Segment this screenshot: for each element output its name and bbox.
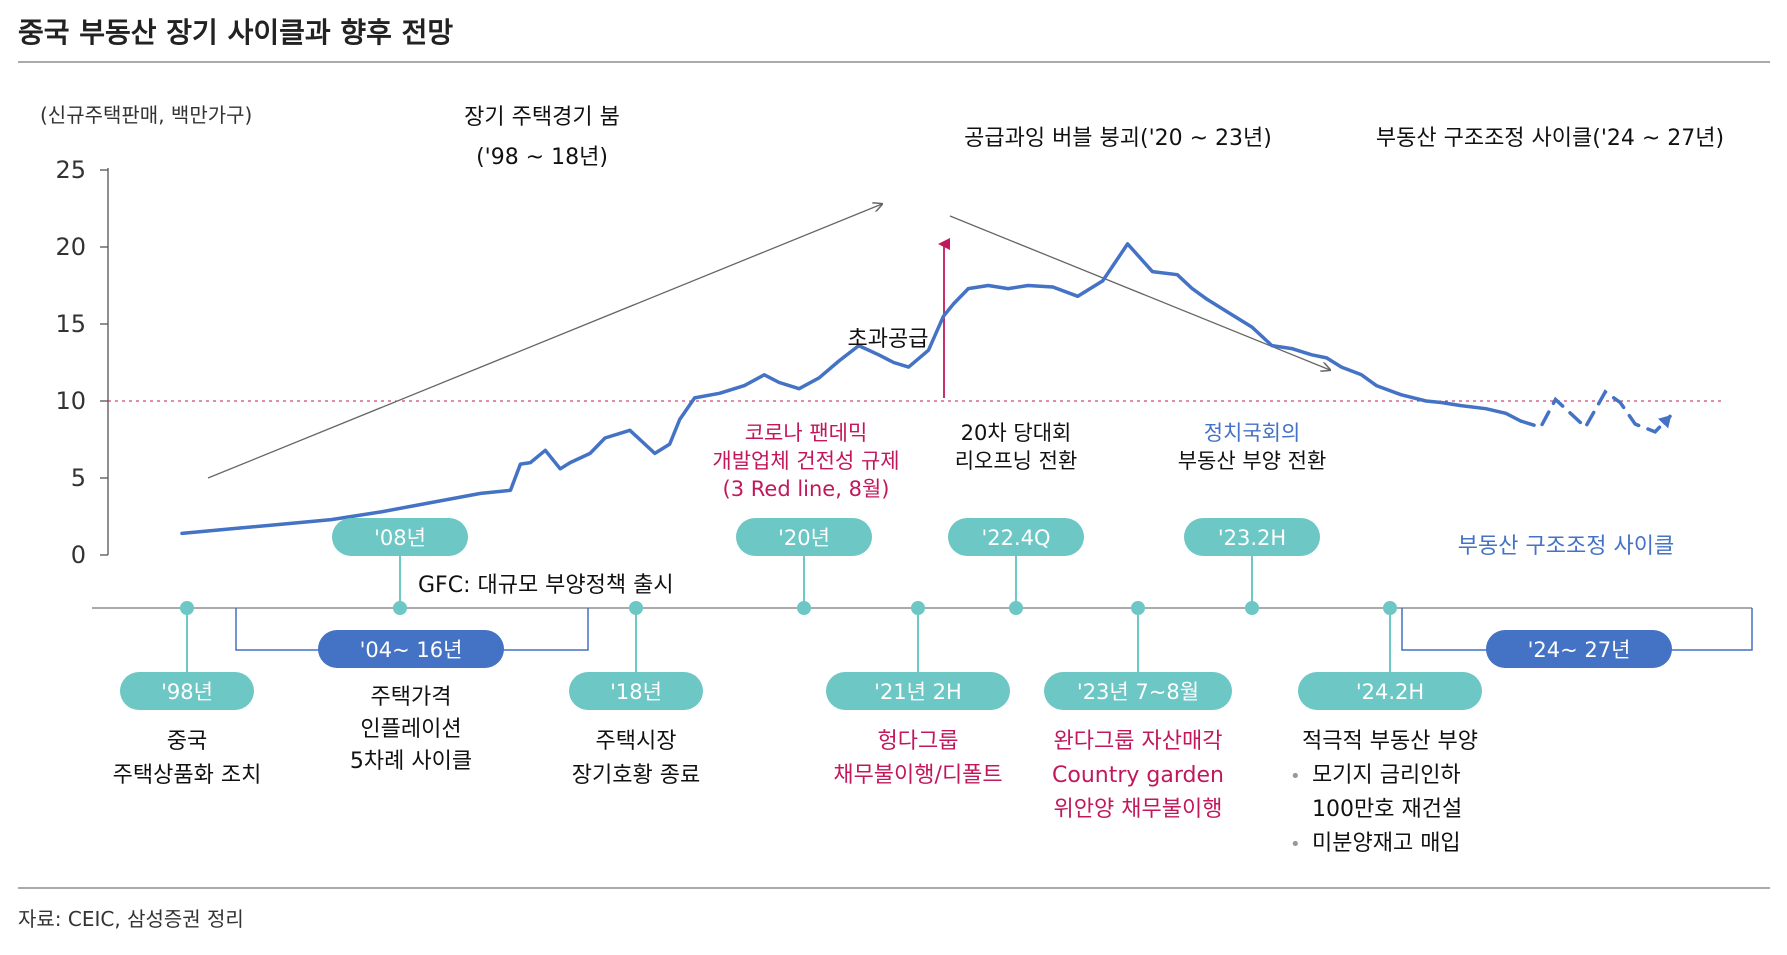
event-pill-label-2008: '08년 xyxy=(374,526,426,550)
event-pill-label-1998: '98년 xyxy=(161,680,213,704)
event-pill-2008 xyxy=(332,518,468,556)
event-desc-2024h2-line1: 적극적 부동산 부양 xyxy=(1302,729,1478,754)
y-tick-label: 0 xyxy=(71,541,86,569)
event-dot-2008 xyxy=(393,601,407,615)
y-tick-label: 5 xyxy=(71,464,86,492)
downtrend-arrow xyxy=(949,215,1330,370)
event-desc-2018-line1: 주택시장 xyxy=(596,729,677,754)
annotation-gfc: GFC: 대규모 부양정책 출시 xyxy=(418,573,674,598)
annotation-phase3: 부동산 구조조정 사이클('24 ~ 27년) xyxy=(1376,126,1724,151)
bracket-pill-label-2024-2027: '24~ 27년 xyxy=(1528,638,1631,662)
annotation-politburo-line1: 정치국회의 xyxy=(1204,421,1301,445)
bracket-pill-label-2004-2016: '04~ 16년 xyxy=(360,638,463,662)
annotation-phase2: 공급과잉 버블 붕괴('20 ~ 23년) xyxy=(964,126,1272,151)
event-pill-label-2022q4: '22.4Q xyxy=(981,526,1050,550)
annotation-politburo-line2: 부동산 부양 전환 xyxy=(1178,449,1327,473)
bracket-pill-2004-2016 xyxy=(318,630,504,668)
event-desc-2023-line2: Country garden xyxy=(1052,763,1224,788)
event-pill-1998 xyxy=(120,672,254,710)
event-desc-2021h2-line1: 헝다그룹 xyxy=(878,729,959,754)
event-dot-2020 xyxy=(797,601,811,615)
event-desc-2021h2-line2: 채무불이행/디폴트 xyxy=(833,763,1002,788)
event-desc-2023-line1: 완다그룹 자산매각 xyxy=(1054,729,1223,754)
y-ticks: 0 5 10 15 20 25 xyxy=(55,156,108,569)
series-line-new-home-sales xyxy=(180,242,1523,536)
event-dot-2023h2 xyxy=(1245,601,1259,615)
event-pill-label-2020: '20년 xyxy=(778,526,830,550)
annotation-congress-line2: 리오프닝 전환 xyxy=(955,449,1078,473)
timeline-top-events: '08년 '20년 '22.4Q '23.2H xyxy=(332,518,1320,615)
event-pill-2024h2 xyxy=(1298,672,1482,710)
event-pill-label-2021h2: '21년 2H xyxy=(874,680,962,704)
annotation-congress-line1: 20차 당대회 xyxy=(961,421,1072,445)
event-pill-label-2023-jul-aug: '23년 7~8월 xyxy=(1077,680,1199,704)
event-desc-2024h2-bullet1: 모기지 금리인하 xyxy=(1312,763,1461,788)
event-pill-label-2018: '18년 xyxy=(610,680,662,704)
event-desc-1998-line2: 주택상품화 조치 xyxy=(113,763,262,788)
event-dot-2022q4 xyxy=(1009,601,1023,615)
series-line-restructuring-forecast xyxy=(1518,389,1672,434)
event-desc-2018-line2: 장기호황 종료 xyxy=(572,763,700,788)
y-tick-label: 15 xyxy=(55,310,86,338)
event-pill-2021h2 xyxy=(826,672,1010,710)
annotation-corona-line1: 코로나 팬데믹 xyxy=(745,421,868,445)
source-note: 자료: CEIC, 삼성증권 정리 xyxy=(18,907,244,931)
timeline-bottom-events: '98년 중국 주택상품화 조치 '18년 주택시장 장기호황 종료 '21년 … xyxy=(113,601,1482,856)
event-pill-2023-jul-aug xyxy=(1044,672,1232,710)
event-pill-2022q4 xyxy=(948,518,1084,556)
bracket-2004-2016: '04~ 16년 주택가격 인플레이션 5차례 사이클 xyxy=(235,608,589,774)
event-pill-label-2024h2: '24.2H xyxy=(1356,680,1424,704)
event-pill-2020 xyxy=(736,518,872,556)
bracket-2024-2027: '24~ 27년 xyxy=(1401,608,1753,668)
data-points xyxy=(180,242,1671,535)
y-tick-label: 25 xyxy=(55,156,86,184)
uptrend-arrow xyxy=(207,204,882,479)
annotation-phase1-line1: 장기 주택경기 붐 xyxy=(464,105,620,130)
bullet-icon: • xyxy=(1290,834,1301,855)
bracket-desc-line3: 5차례 사이클 xyxy=(350,749,472,774)
annotation-corona-line3: (3 Red line, 8월) xyxy=(723,477,890,501)
annotation-oversupply: 초과공급 xyxy=(848,327,929,352)
event-desc-2024h2-bullet2: 100만호 재건설 xyxy=(1312,797,1462,822)
event-desc-1998-line1: 중국 xyxy=(167,729,207,754)
bracket-desc-line2: 인플레이션 xyxy=(360,717,461,742)
event-pill-2023h2 xyxy=(1184,518,1320,556)
page-title: 중국 부동산 장기 사이클과 향후 전망 xyxy=(18,16,453,49)
bullet-icon: • xyxy=(1290,766,1301,787)
y-tick-label: 10 xyxy=(55,387,86,415)
annotation-phase1-line2: ('98 ~ 18년) xyxy=(476,145,608,170)
annotation-restructure: 부동산 구조조정 사이클 xyxy=(1458,534,1674,559)
annotation-corona-line2: 개발업체 건전성 규제 xyxy=(712,449,899,473)
event-pill-2018 xyxy=(569,672,703,710)
y-tick-label: 20 xyxy=(55,233,86,261)
event-desc-2023-line3: 위안양 채무불이행 xyxy=(1054,797,1223,822)
y-axis-label: (신규주택판매, 백만가구) xyxy=(40,103,252,127)
bracket-pill-2024-2027 xyxy=(1486,630,1672,668)
bracket-desc-line1: 주택가격 xyxy=(371,685,452,710)
event-desc-2024h2-bullet3: 미분양재고 매입 xyxy=(1312,831,1461,856)
event-pill-label-2023h2: '23.2H xyxy=(1218,526,1286,550)
